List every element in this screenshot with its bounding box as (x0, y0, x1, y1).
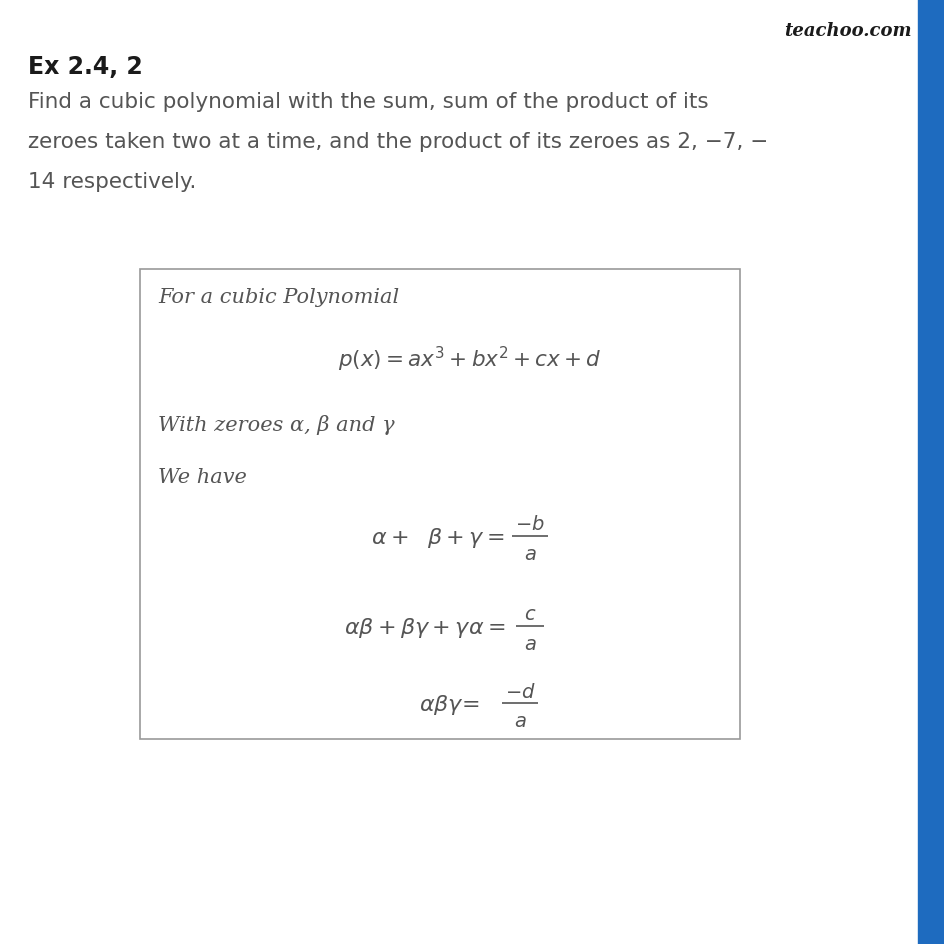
Text: $-d$: $-d$ (504, 682, 535, 700)
FancyBboxPatch shape (140, 270, 739, 739)
Text: $\alpha +\ \ \beta + \gamma = $: $\alpha +\ \ \beta + \gamma = $ (371, 526, 504, 549)
Text: $a$: $a$ (523, 635, 536, 653)
Text: 14 respectively.: 14 respectively. (28, 172, 196, 192)
Text: Ex 2.4, 2: Ex 2.4, 2 (28, 55, 143, 79)
Text: $a$: $a$ (514, 712, 526, 731)
Text: $\alpha\beta\gamma\!=\!$: $\alpha\beta\gamma\!=\!$ (418, 692, 480, 716)
Text: We have: We have (158, 467, 246, 486)
Text: For a cubic Polynomial: For a cubic Polynomial (158, 288, 398, 307)
Text: Find a cubic polynomial with the sum, sum of the product of its: Find a cubic polynomial with the sum, su… (28, 92, 708, 112)
Text: $-b$: $-b$ (514, 515, 545, 534)
Text: $p(x) = ax^3 + bx^2 + cx + d$: $p(x) = ax^3 + bx^2 + cx + d$ (338, 345, 601, 374)
Text: zeroes taken two at a time, and the product of its zeroes as 2, −7, −: zeroes taken two at a time, and the prod… (28, 132, 767, 152)
Text: $a$: $a$ (523, 546, 536, 564)
Text: teachoo.com: teachoo.com (784, 22, 911, 40)
Text: With zeroes α, β and γ: With zeroes α, β and γ (158, 414, 395, 434)
Text: $c$: $c$ (523, 605, 535, 623)
Bar (917, 0, 944, 944)
Text: $\alpha\beta + \beta\gamma + \gamma\alpha = $: $\alpha\beta + \beta\gamma + \gamma\alph… (344, 615, 504, 639)
